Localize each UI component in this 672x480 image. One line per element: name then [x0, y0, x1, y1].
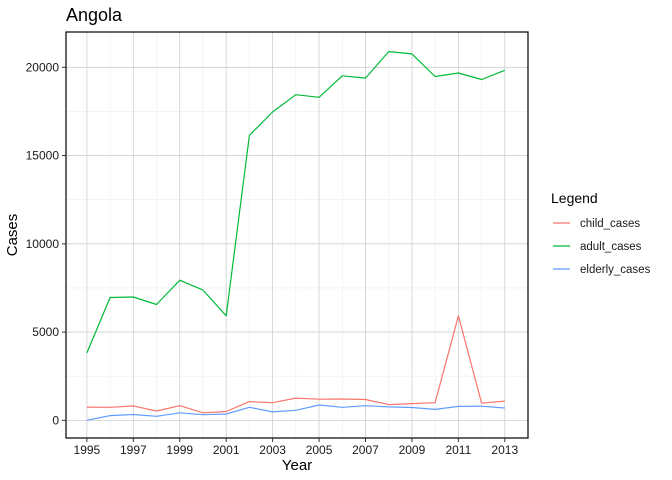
y-tick-label: 10000 [26, 237, 60, 251]
legend-title: Legend [551, 190, 598, 206]
legend: Legend child_cases adult_cases elderly_cas… [551, 190, 651, 276]
plot-panel-border [65, 31, 529, 439]
legend-label-elderly-cases: elderly_cases [580, 264, 651, 276]
series-lines [86, 50, 506, 421]
x-tick-label: 2003 [259, 443, 286, 457]
major-gridlines [66, 32, 528, 438]
series-line-child-cases [86, 315, 505, 414]
x-tick-label: 1997 [120, 443, 147, 457]
y-tick-label: 5000 [32, 325, 59, 339]
y-tick-label: 15000 [26, 149, 60, 163]
y-tick-label: 0 [52, 413, 59, 427]
x-axis-ticks: 1995 1997 1999 2001 2003 2005 2007 2009 2011 2013 [74, 438, 518, 457]
legend-label-adult-cases: adult_cases [580, 241, 642, 253]
legend-label-child-cases: child_cases [580, 218, 640, 230]
x-tick-label: 2009 [399, 443, 426, 457]
x-tick-label: 2007 [352, 443, 379, 457]
y-tick-label: 20000 [26, 60, 60, 74]
x-tick-label: 2005 [306, 443, 333, 457]
chart-title: Angola [66, 5, 123, 25]
series-line-elderly-cases [86, 404, 505, 421]
x-tick-label: 1999 [166, 443, 193, 457]
x-tick-label: 2011 [445, 443, 471, 457]
y-axis-ticks: 0 5000 10000 15000 20000 [26, 60, 66, 427]
minor-gridlines [66, 32, 529, 438]
series-line-adult-cases [86, 50, 506, 354]
x-tick-label: 1995 [74, 443, 101, 457]
x-axis-title: Year [282, 457, 312, 474]
x-tick-label: 2013 [491, 443, 518, 457]
y-axis-title: Cases [4, 214, 21, 257]
x-tick-label: 2001 [213, 443, 240, 457]
